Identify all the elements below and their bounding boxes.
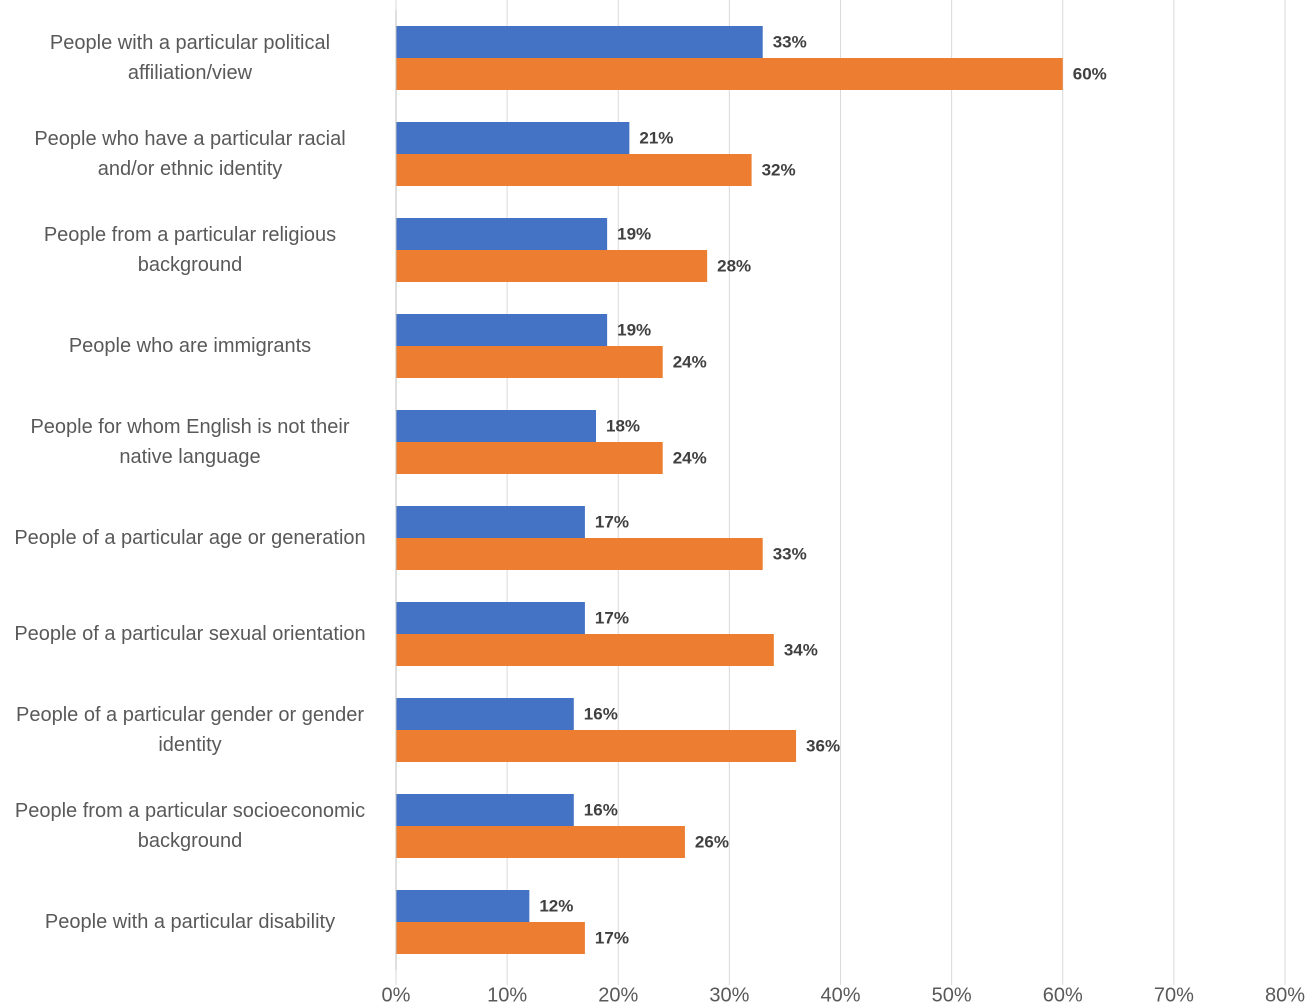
bar [396, 730, 797, 762]
x-tick-label: 80% [1265, 984, 1305, 1005]
bar [396, 26, 763, 58]
data-label: 33% [773, 32, 807, 51]
category-label: People of a particular gender or gender … [15, 704, 364, 756]
bar [396, 698, 574, 730]
data-label: 28% [717, 256, 751, 275]
data-label: 19% [617, 224, 651, 243]
x-tick-label: 60% [1043, 984, 1083, 1005]
category-label: People who have a particular racial and/… [34, 128, 346, 180]
bar [396, 410, 597, 442]
data-label: 16% [584, 800, 618, 819]
bar [396, 314, 608, 346]
bar [396, 602, 585, 634]
x-tick-label: 10% [487, 984, 527, 1005]
category-label: People from a particular religious backg… [43, 224, 337, 276]
data-label: 12% [539, 896, 573, 915]
bar [396, 346, 663, 378]
bar [396, 538, 763, 570]
x-tick-label: 70% [1154, 984, 1194, 1005]
data-label: 21% [639, 128, 673, 147]
category-label: People from a particular socioeconomic b… [14, 800, 366, 852]
x-tick-label: 0% [382, 984, 411, 1005]
data-label: 34% [784, 640, 818, 659]
bar [396, 442, 663, 474]
x-tick-label: 40% [820, 984, 860, 1005]
data-label: 18% [606, 416, 640, 435]
x-tick-label: 50% [932, 984, 972, 1005]
data-label: 19% [617, 320, 651, 339]
bar [396, 794, 574, 826]
category-label: People of a particular sexual orientatio… [14, 623, 366, 645]
data-label: 24% [673, 448, 707, 467]
data-label: 32% [762, 160, 796, 179]
bar [396, 122, 630, 154]
data-label: 60% [1073, 64, 1107, 83]
category-label: People for whom English is not their nat… [30, 416, 350, 468]
category-label: People with a particular political affil… [49, 32, 331, 84]
category-label: People of a particular age or generation [14, 527, 366, 549]
data-label: 26% [695, 832, 729, 851]
data-label: 16% [584, 704, 618, 723]
data-label: 33% [773, 544, 807, 563]
data-label: 17% [595, 512, 629, 531]
category-label: People who are immigrants [68, 335, 312, 357]
bar [396, 58, 1063, 90]
x-tick-label: 20% [598, 984, 638, 1005]
data-label: 17% [595, 608, 629, 627]
bar [396, 922, 585, 954]
data-label: 24% [673, 352, 707, 371]
bar [396, 826, 685, 858]
bar [396, 250, 708, 282]
bar [396, 890, 530, 922]
category-label: People with a particular disability [44, 911, 336, 933]
bar [396, 634, 774, 666]
data-label: 17% [595, 928, 629, 947]
data-label: 36% [806, 736, 840, 755]
bar [396, 218, 608, 250]
bar [396, 154, 752, 186]
x-tick-label: 30% [709, 984, 749, 1005]
bar [396, 506, 585, 538]
